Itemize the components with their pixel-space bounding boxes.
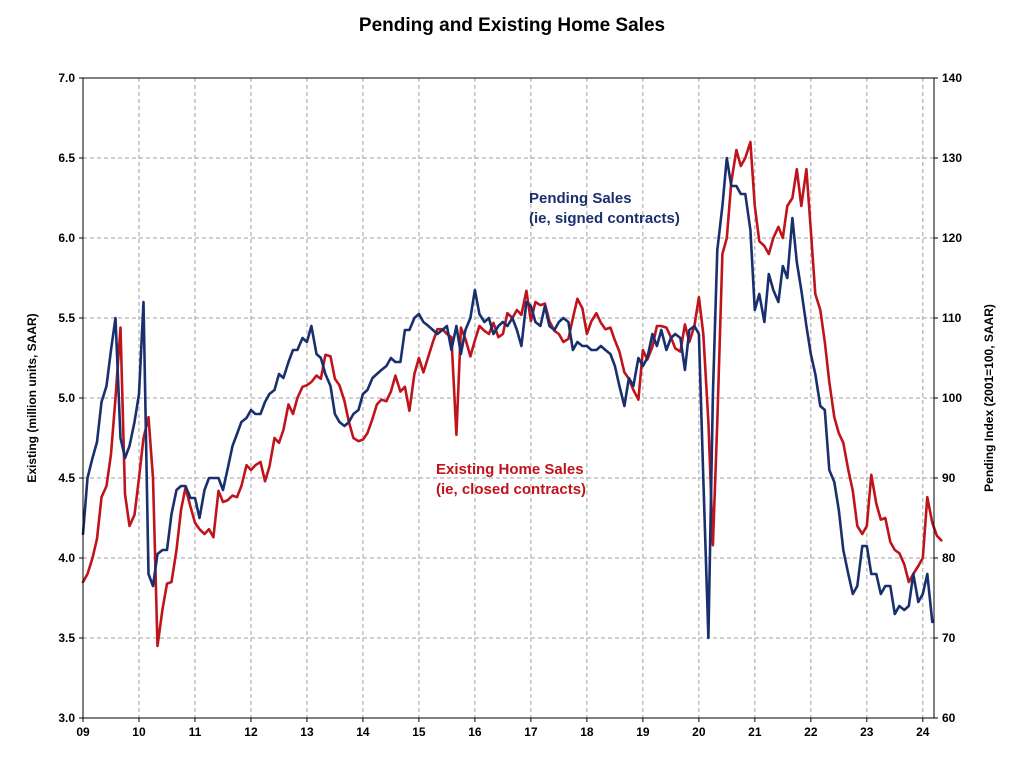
right-axis-ticks: 60 70 80 90 100 110 120 130 140: [934, 71, 962, 725]
x-tick-label: 09: [76, 725, 90, 739]
right-tick-label: 110: [942, 311, 962, 325]
series-layer: [81, 140, 943, 648]
annotation-line: (ie, signed contracts): [529, 210, 680, 227]
right-tick-label: 60: [942, 711, 956, 725]
annotations: Pending Sales (ie, signed contracts) Exist…: [436, 190, 680, 498]
right-tick-label: 120: [942, 231, 962, 245]
annotation-line: (ie, closed contracts): [436, 481, 586, 498]
x-tick-label: 19: [636, 725, 650, 739]
left-tick-label: 5.5: [58, 311, 75, 325]
grid: [83, 78, 934, 718]
left-tick-label: 7.0: [58, 71, 75, 85]
annotation-line: Existing Home Sales: [436, 461, 584, 478]
x-axis-ticks: 09 10 11 12 13 14 15 16 17 18 19 20 21 22 23 24: [76, 718, 930, 739]
pending-sales-line: [81, 156, 934, 640]
right-tick-label: 90: [942, 471, 956, 485]
x-tick-label: 14: [356, 725, 370, 739]
right-tick-label: 140: [942, 71, 962, 85]
x-tick-label: 10: [132, 725, 146, 739]
right-axis-label: Pending Index (2001=100, SAAR): [982, 304, 996, 492]
x-tick-label: 22: [804, 725, 818, 739]
right-tick-label: 80: [942, 551, 956, 565]
x-tick-label: 23: [860, 725, 874, 739]
pending-sales-annotation: Pending Sales (ie, signed contracts): [529, 190, 680, 227]
annotation-line: Pending Sales: [529, 190, 632, 207]
existing-sales-annotation: Existing Home Sales (ie, closed contracts…: [436, 461, 586, 498]
left-tick-label: 3.5: [58, 631, 75, 645]
x-tick-label: 12: [244, 725, 258, 739]
right-tick-label: 100: [942, 391, 962, 405]
left-tick-label: 6.0: [58, 231, 75, 245]
x-tick-label: 21: [748, 725, 762, 739]
left-tick-label: 4.0: [58, 551, 75, 565]
left-tick-label: 3.0: [58, 711, 75, 725]
x-tick-label: 18: [580, 725, 594, 739]
x-tick-label: 11: [189, 725, 202, 739]
left-tick-label: 5.0: [58, 391, 75, 405]
x-tick-label: 15: [412, 725, 426, 739]
right-tick-label: 130: [942, 151, 962, 165]
x-tick-label: 17: [524, 725, 538, 739]
chart-title: Pending and Existing Home Sales: [359, 15, 665, 36]
x-tick-label: 24: [916, 725, 930, 739]
left-tick-label: 4.5: [58, 471, 75, 485]
right-tick-label: 70: [942, 631, 956, 645]
x-tick-label: 16: [468, 725, 482, 739]
left-axis-label: Existing (million units, SAAR): [25, 313, 39, 482]
x-tick-label: 20: [692, 725, 706, 739]
x-tick-label: 13: [300, 725, 314, 739]
left-axis-ticks: 3.0 3.5 4.0 4.5 5.0 5.5 6.0 6.5 7.0: [58, 71, 83, 725]
left-tick-label: 6.5: [58, 151, 75, 165]
